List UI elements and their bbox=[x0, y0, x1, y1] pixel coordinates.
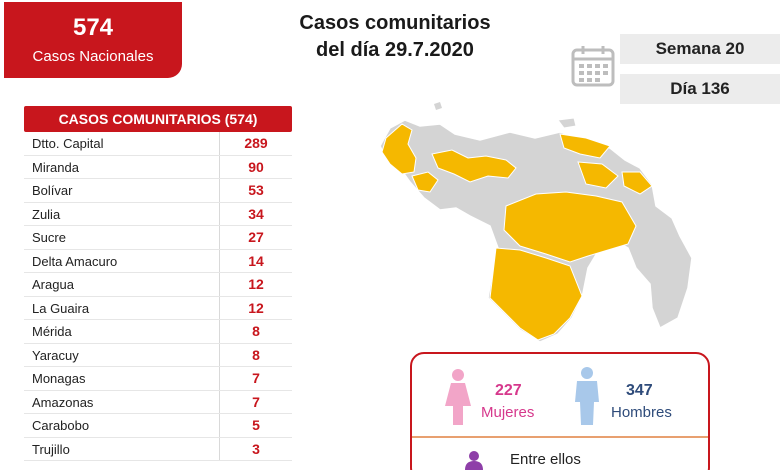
map-region-delta bbox=[621, 171, 653, 195]
calendar-icon bbox=[571, 46, 615, 87]
state-name: Dtto. Capital bbox=[24, 132, 220, 155]
day-label: Día 136 bbox=[620, 74, 780, 104]
state-count: 27 bbox=[248, 229, 264, 246]
venezuela-map bbox=[379, 102, 693, 343]
map-region-sucre bbox=[559, 133, 611, 159]
table-row: Aragua 12 bbox=[24, 273, 292, 297]
state-name: Aragua bbox=[24, 273, 220, 296]
map-region-center bbox=[431, 149, 517, 183]
state-count: 12 bbox=[248, 276, 264, 293]
state-count: 12 bbox=[248, 299, 264, 316]
state-name: Miranda bbox=[24, 155, 220, 178]
state-name: Trujillo bbox=[24, 437, 220, 460]
national-cases-count: 574 bbox=[72, 14, 114, 41]
state-name: Delta Amacuro bbox=[24, 249, 220, 272]
table-row: Mérida 8 bbox=[24, 320, 292, 344]
state-name: Amazonas bbox=[24, 390, 220, 413]
map-island-small bbox=[434, 102, 442, 110]
table-row: Bolívar 53 bbox=[24, 179, 292, 203]
state-count: 289 bbox=[244, 135, 268, 152]
title-line-1: Casos comunitarios bbox=[299, 12, 491, 34]
state-count: 5 bbox=[252, 417, 260, 434]
state-count: 8 bbox=[252, 346, 260, 363]
map-region-zulia bbox=[381, 123, 417, 175]
state-name: Zulia bbox=[24, 202, 220, 225]
state-name: Sucre bbox=[24, 226, 220, 249]
gender-divider bbox=[412, 436, 708, 438]
page-title: Casos comunitarios del día 29.7.2020 bbox=[262, 10, 528, 64]
table-row: Miranda 90 bbox=[24, 155, 292, 179]
state-count: 14 bbox=[248, 252, 264, 269]
cases-table: CASOS COMUNITARIOS (574) Dtto. Capital 28… bbox=[24, 106, 292, 461]
state-count: 90 bbox=[248, 158, 264, 175]
state-name: Yaracuy bbox=[24, 343, 220, 366]
state-count: 8 bbox=[252, 323, 260, 340]
map-region-amazonas bbox=[489, 247, 583, 341]
table-row: Yaracuy 8 bbox=[24, 343, 292, 367]
state-count: 34 bbox=[248, 205, 264, 222]
table-header: CASOS COMUNITARIOS (574) bbox=[24, 106, 292, 132]
person-icon bbox=[465, 451, 483, 470]
national-cases-badge: 574 Casos Nacionales bbox=[4, 2, 182, 78]
male-icon bbox=[575, 367, 599, 425]
table-row: Zulia 34 bbox=[24, 202, 292, 226]
female-label: Mujeres bbox=[481, 404, 535, 421]
table-body: Dtto. Capital 289 Miranda 90 Bolívar 53 Zulia 3… bbox=[24, 132, 292, 461]
gender-panel bbox=[410, 352, 710, 470]
map-island-margarita bbox=[557, 117, 577, 129]
female-count: 227 bbox=[495, 382, 522, 399]
national-cases-label: Casos Nacionales bbox=[32, 48, 154, 65]
table-row: Amazonas 7 bbox=[24, 390, 292, 414]
male-label: Hombres bbox=[611, 404, 672, 421]
map-region-bolivar bbox=[503, 191, 637, 263]
table-row: Carabobo 5 bbox=[24, 414, 292, 438]
state-name: Mérida bbox=[24, 320, 220, 343]
state-name: Monagas bbox=[24, 367, 220, 390]
map-region-monagas bbox=[577, 161, 619, 189]
table-row: La Guaira 12 bbox=[24, 296, 292, 320]
table-row: Delta Amacuro 14 bbox=[24, 249, 292, 273]
state-count: 7 bbox=[252, 393, 260, 410]
female-icon bbox=[445, 369, 471, 425]
table-row: Dtto. Capital 289 bbox=[24, 132, 292, 156]
state-name: Bolívar bbox=[24, 179, 220, 202]
table-row: Monagas 7 bbox=[24, 367, 292, 391]
map-region-andes bbox=[411, 171, 439, 193]
state-count: 53 bbox=[248, 182, 264, 199]
table-row: Trujillo 3 bbox=[24, 437, 292, 461]
state-count: 7 bbox=[252, 370, 260, 387]
male-count: 347 bbox=[626, 382, 653, 399]
title-line-2: del día 29.7.2020 bbox=[316, 39, 474, 61]
state-name: Carabobo bbox=[24, 414, 220, 437]
table-row: Sucre 27 bbox=[24, 226, 292, 250]
state-name: La Guaira bbox=[24, 296, 220, 319]
among-them-label: Entre ellos bbox=[510, 451, 581, 468]
week-label: Semana 20 bbox=[620, 34, 780, 64]
state-count: 3 bbox=[252, 440, 260, 457]
